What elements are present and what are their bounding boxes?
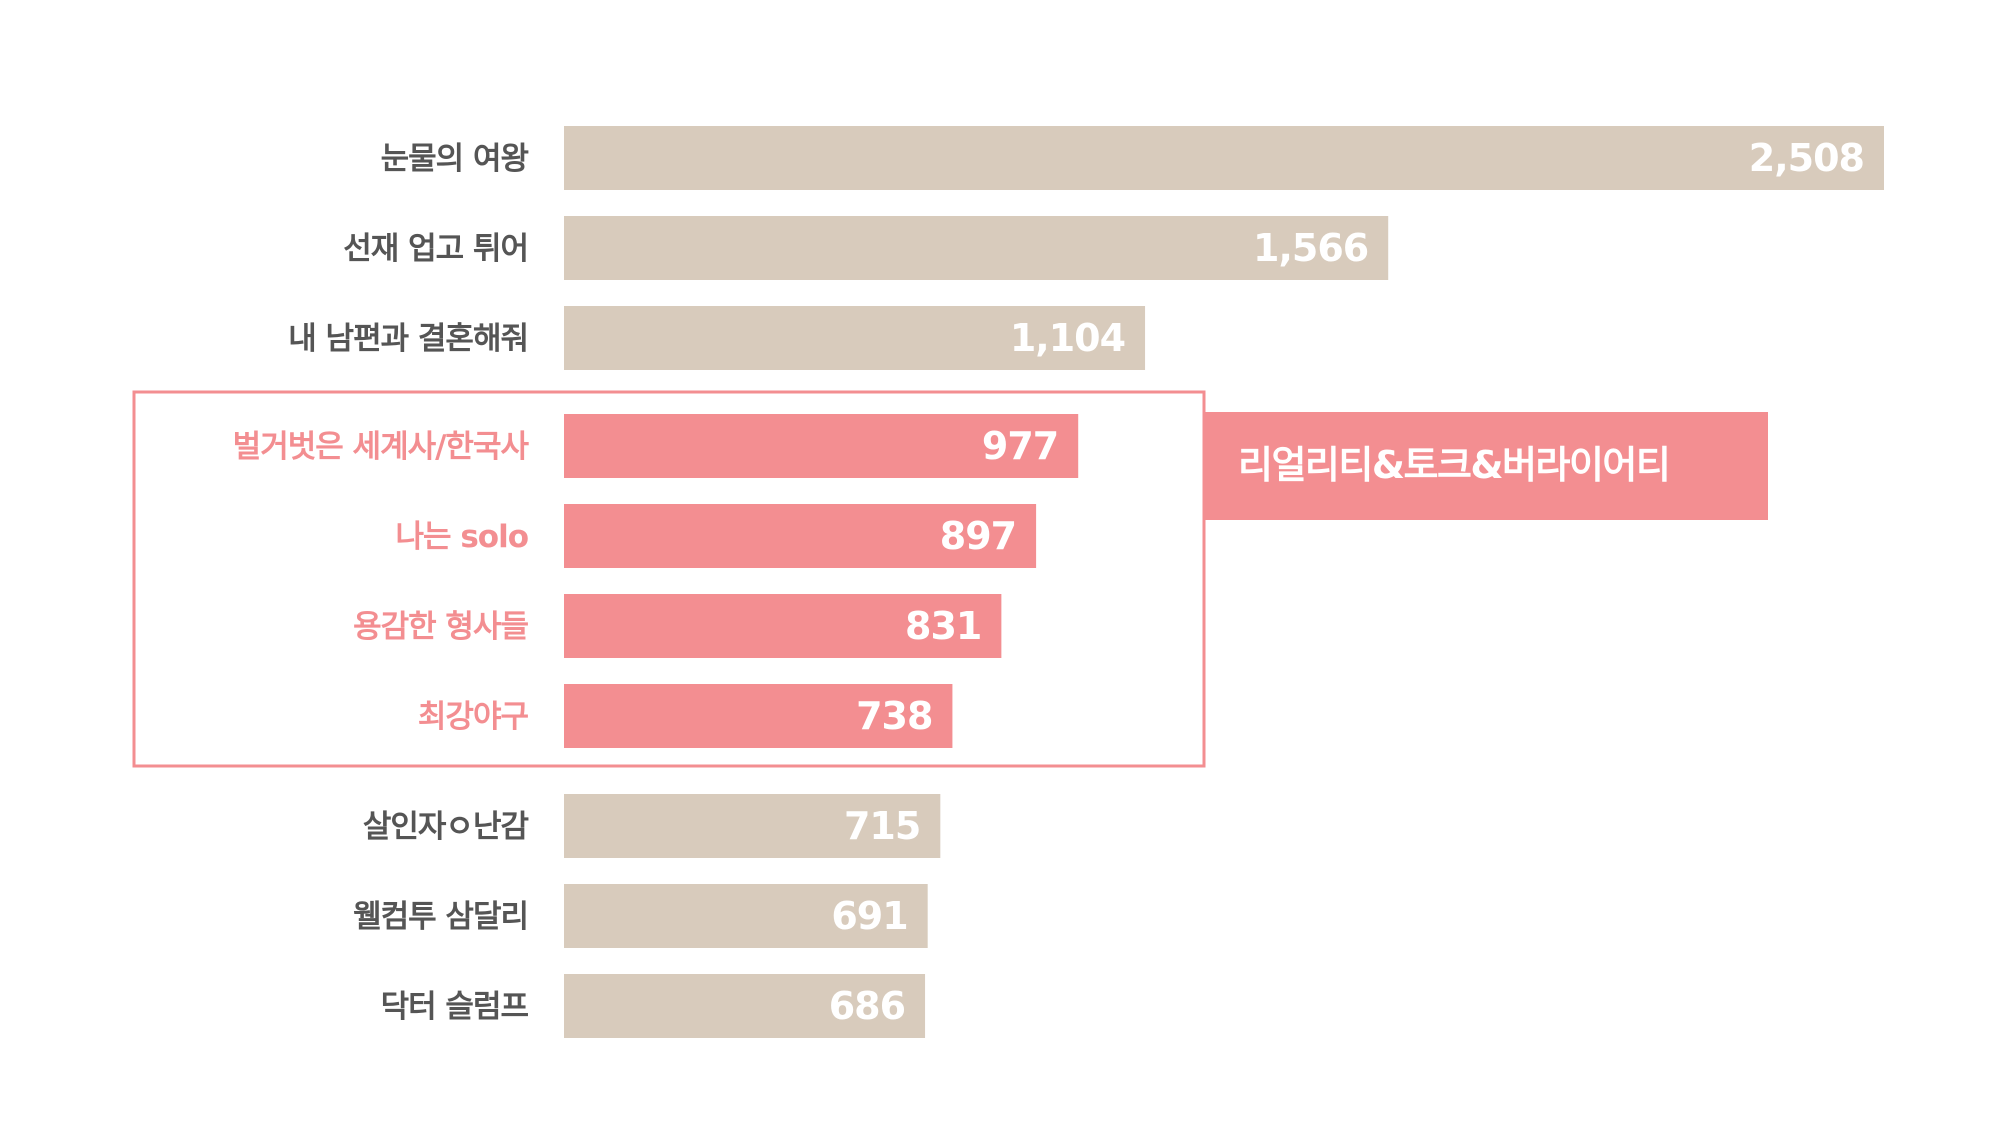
bar: [564, 594, 1002, 658]
bar-row: 용감한 형사들 831: [353, 594, 1002, 658]
category-label: 선재 업고 튀어: [343, 231, 528, 267]
category-label: 살인자ㅇ난감: [363, 809, 529, 845]
value-label: 2,508: [1749, 136, 1864, 180]
bar: [564, 414, 1079, 478]
value-label: 831: [905, 604, 981, 648]
value-label: 715: [844, 804, 920, 848]
callout-label: 리얼리티&토크&버라이어티: [1238, 443, 1669, 487]
value-label: 691: [831, 894, 907, 938]
bar-row: 선재 업고 튀어 1,566: [343, 216, 1389, 280]
value-label: 738: [856, 694, 932, 738]
category-label: 눈물의 여왕: [381, 141, 529, 177]
bar: [564, 794, 941, 858]
highlight-group-callout: 리얼리티&토크&버라이어티: [1204, 412, 1768, 520]
bar: [564, 974, 926, 1038]
bar: [564, 504, 1037, 568]
category-label: 용감한 형사들: [353, 609, 528, 645]
highlight-group-box: [132, 390, 1206, 768]
bar: [564, 126, 1884, 190]
bar-row: 벌거벗은 세계사/한국사 977: [233, 414, 1079, 478]
callout-background: [1204, 412, 1768, 520]
category-label: 벌거벗은 세계사/한국사: [233, 429, 530, 465]
bar-row: 눈물의 여왕 2,508: [381, 126, 1884, 190]
category-label: 웰컴투 삼달리: [353, 899, 528, 935]
bar-row: 웰컴투 삼달리 691: [353, 884, 928, 948]
bar: [564, 884, 928, 948]
value-label: 1,566: [1253, 226, 1368, 270]
category-label: 내 남편과 결혼해줘: [288, 321, 528, 357]
value-label: 1,104: [1010, 316, 1125, 360]
bar: [564, 216, 1389, 280]
bar-row: 닥터 슬럼프 686: [381, 974, 926, 1038]
value-label: 897: [940, 514, 1016, 558]
bar-row: 내 남편과 결혼해줘 1,104: [288, 306, 1146, 370]
bar: [564, 684, 953, 748]
category-label: 닥터 슬럼프: [381, 989, 529, 1025]
bar: [564, 306, 1146, 370]
bar-row: 살인자ㅇ난감 715: [363, 794, 941, 858]
value-label: 977: [982, 424, 1058, 468]
bar-row: 나는 solo 897: [395, 504, 1037, 568]
value-label: 686: [829, 984, 905, 1028]
category-label: 나는 solo: [395, 519, 528, 555]
bar-row: 최강야구 738: [418, 684, 953, 748]
category-label: 최강야구: [418, 699, 529, 735]
